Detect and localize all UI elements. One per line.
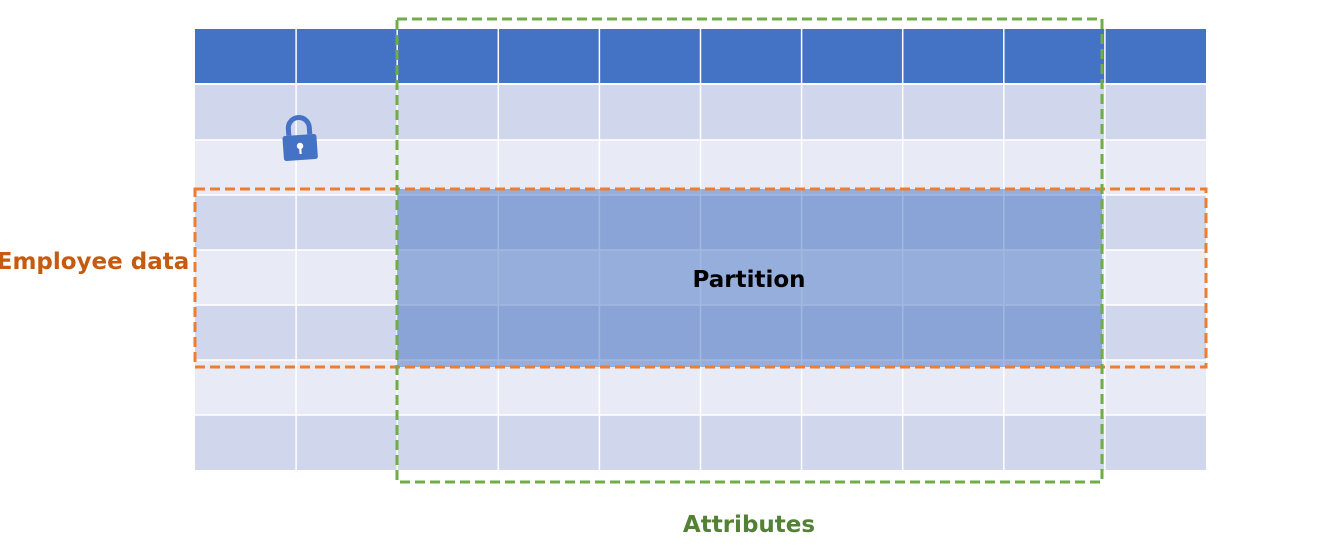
employee-data-label: Employee data [0, 249, 189, 275]
partition-label: Partition [692, 267, 805, 293]
lock-shackle [285, 115, 313, 136]
lock-keyhole-slot [298, 145, 302, 155]
attributes-label: Attributes [683, 512, 815, 538]
partition-region [397, 189, 1102, 367]
partition-fill [397, 189, 1102, 367]
employee-data-boundary [193, 187, 1208, 369]
lock-icon [282, 115, 318, 161]
attributes-boundary [395, 17, 1104, 484]
